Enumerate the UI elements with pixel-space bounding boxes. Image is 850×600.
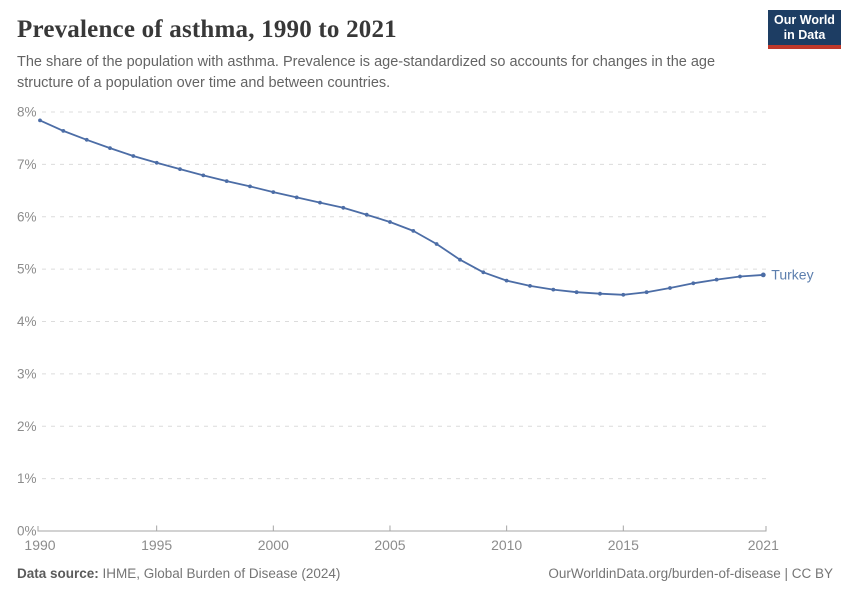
y-axis-tick-label: 7%	[17, 157, 37, 172]
data-point	[341, 205, 346, 210]
owid-logo-line1: Our World	[774, 13, 835, 27]
y-axis-tick-label: 6%	[17, 209, 37, 224]
data-point	[668, 286, 672, 290]
data-point	[528, 284, 532, 288]
data-point	[201, 173, 206, 178]
x-axis-tick-label: 2000	[258, 537, 289, 553]
datasource-value: IHME, Global Burden of Disease (2024)	[98, 566, 341, 581]
data-point	[248, 184, 252, 189]
y-axis-tick-label: 4%	[17, 314, 37, 329]
x-axis-tick-label: 1990	[24, 537, 55, 553]
entity-label: Turkey	[771, 266, 813, 282]
x-axis-tick-label: 2010	[491, 537, 522, 553]
data-point	[294, 195, 299, 200]
x-axis-tick-label: 2005	[374, 537, 405, 553]
y-axis-tick-label: 5%	[17, 262, 37, 277]
x-axis-tick-label: 1995	[141, 537, 172, 553]
x-axis-tick-label: 2021	[748, 537, 779, 553]
data-point	[760, 272, 766, 278]
chart-subtitle: The share of the population with asthma.…	[17, 54, 716, 91]
y-axis-tick-label: 0%	[17, 524, 37, 539]
datasource-label: Data source:	[17, 566, 99, 581]
data-point	[224, 179, 229, 183]
data-point	[131, 154, 136, 158]
data-point	[411, 229, 416, 233]
data-point	[691, 281, 696, 286]
chart-title: Prevalence of asthma, 1990 to 2021	[17, 16, 397, 43]
data-point	[621, 292, 626, 297]
data-point	[714, 277, 719, 282]
data-point	[364, 212, 369, 217]
data-point	[178, 167, 182, 171]
x-axis-tick-label: 2015	[608, 537, 639, 553]
owid-logo-line2: in Data	[783, 27, 826, 42]
y-axis-tick-label: 8%	[17, 105, 37, 120]
y-axis-tick-label: 3%	[17, 366, 37, 381]
data-point	[598, 291, 602, 296]
data-point	[458, 257, 462, 262]
y-axis-tick-label: 1%	[17, 471, 37, 486]
data-point	[108, 146, 112, 150]
data-point	[61, 129, 66, 133]
data-point	[434, 242, 439, 246]
y-axis-tick-label: 2%	[17, 419, 37, 434]
data-point	[738, 274, 742, 279]
owid-logo[interactable]: Our World in Data	[768, 10, 841, 49]
data-point	[38, 118, 42, 123]
footer-license-link[interactable]: OurWorldinData.org/burden-of-disease | C…	[548, 566, 833, 581]
data-line-turkey	[39, 119, 765, 296]
data-point	[388, 220, 392, 224]
data-point	[644, 290, 649, 295]
data-point	[551, 287, 556, 292]
data-point	[504, 278, 509, 283]
x-axis-line	[37, 526, 767, 532]
footer-datasource: Data source: IHME, Global Burden of Dise…	[17, 566, 340, 581]
data-point	[318, 200, 322, 205]
data-point	[271, 190, 276, 194]
data-point	[84, 137, 89, 142]
data-point	[481, 270, 486, 275]
line-chart: 0% 1% 2% 3% 4% 5% 6% 7% 8% 1990 1995 2000 2005 2010 20…	[17, 105, 814, 554]
data-point	[154, 160, 159, 165]
data-point	[574, 290, 579, 295]
